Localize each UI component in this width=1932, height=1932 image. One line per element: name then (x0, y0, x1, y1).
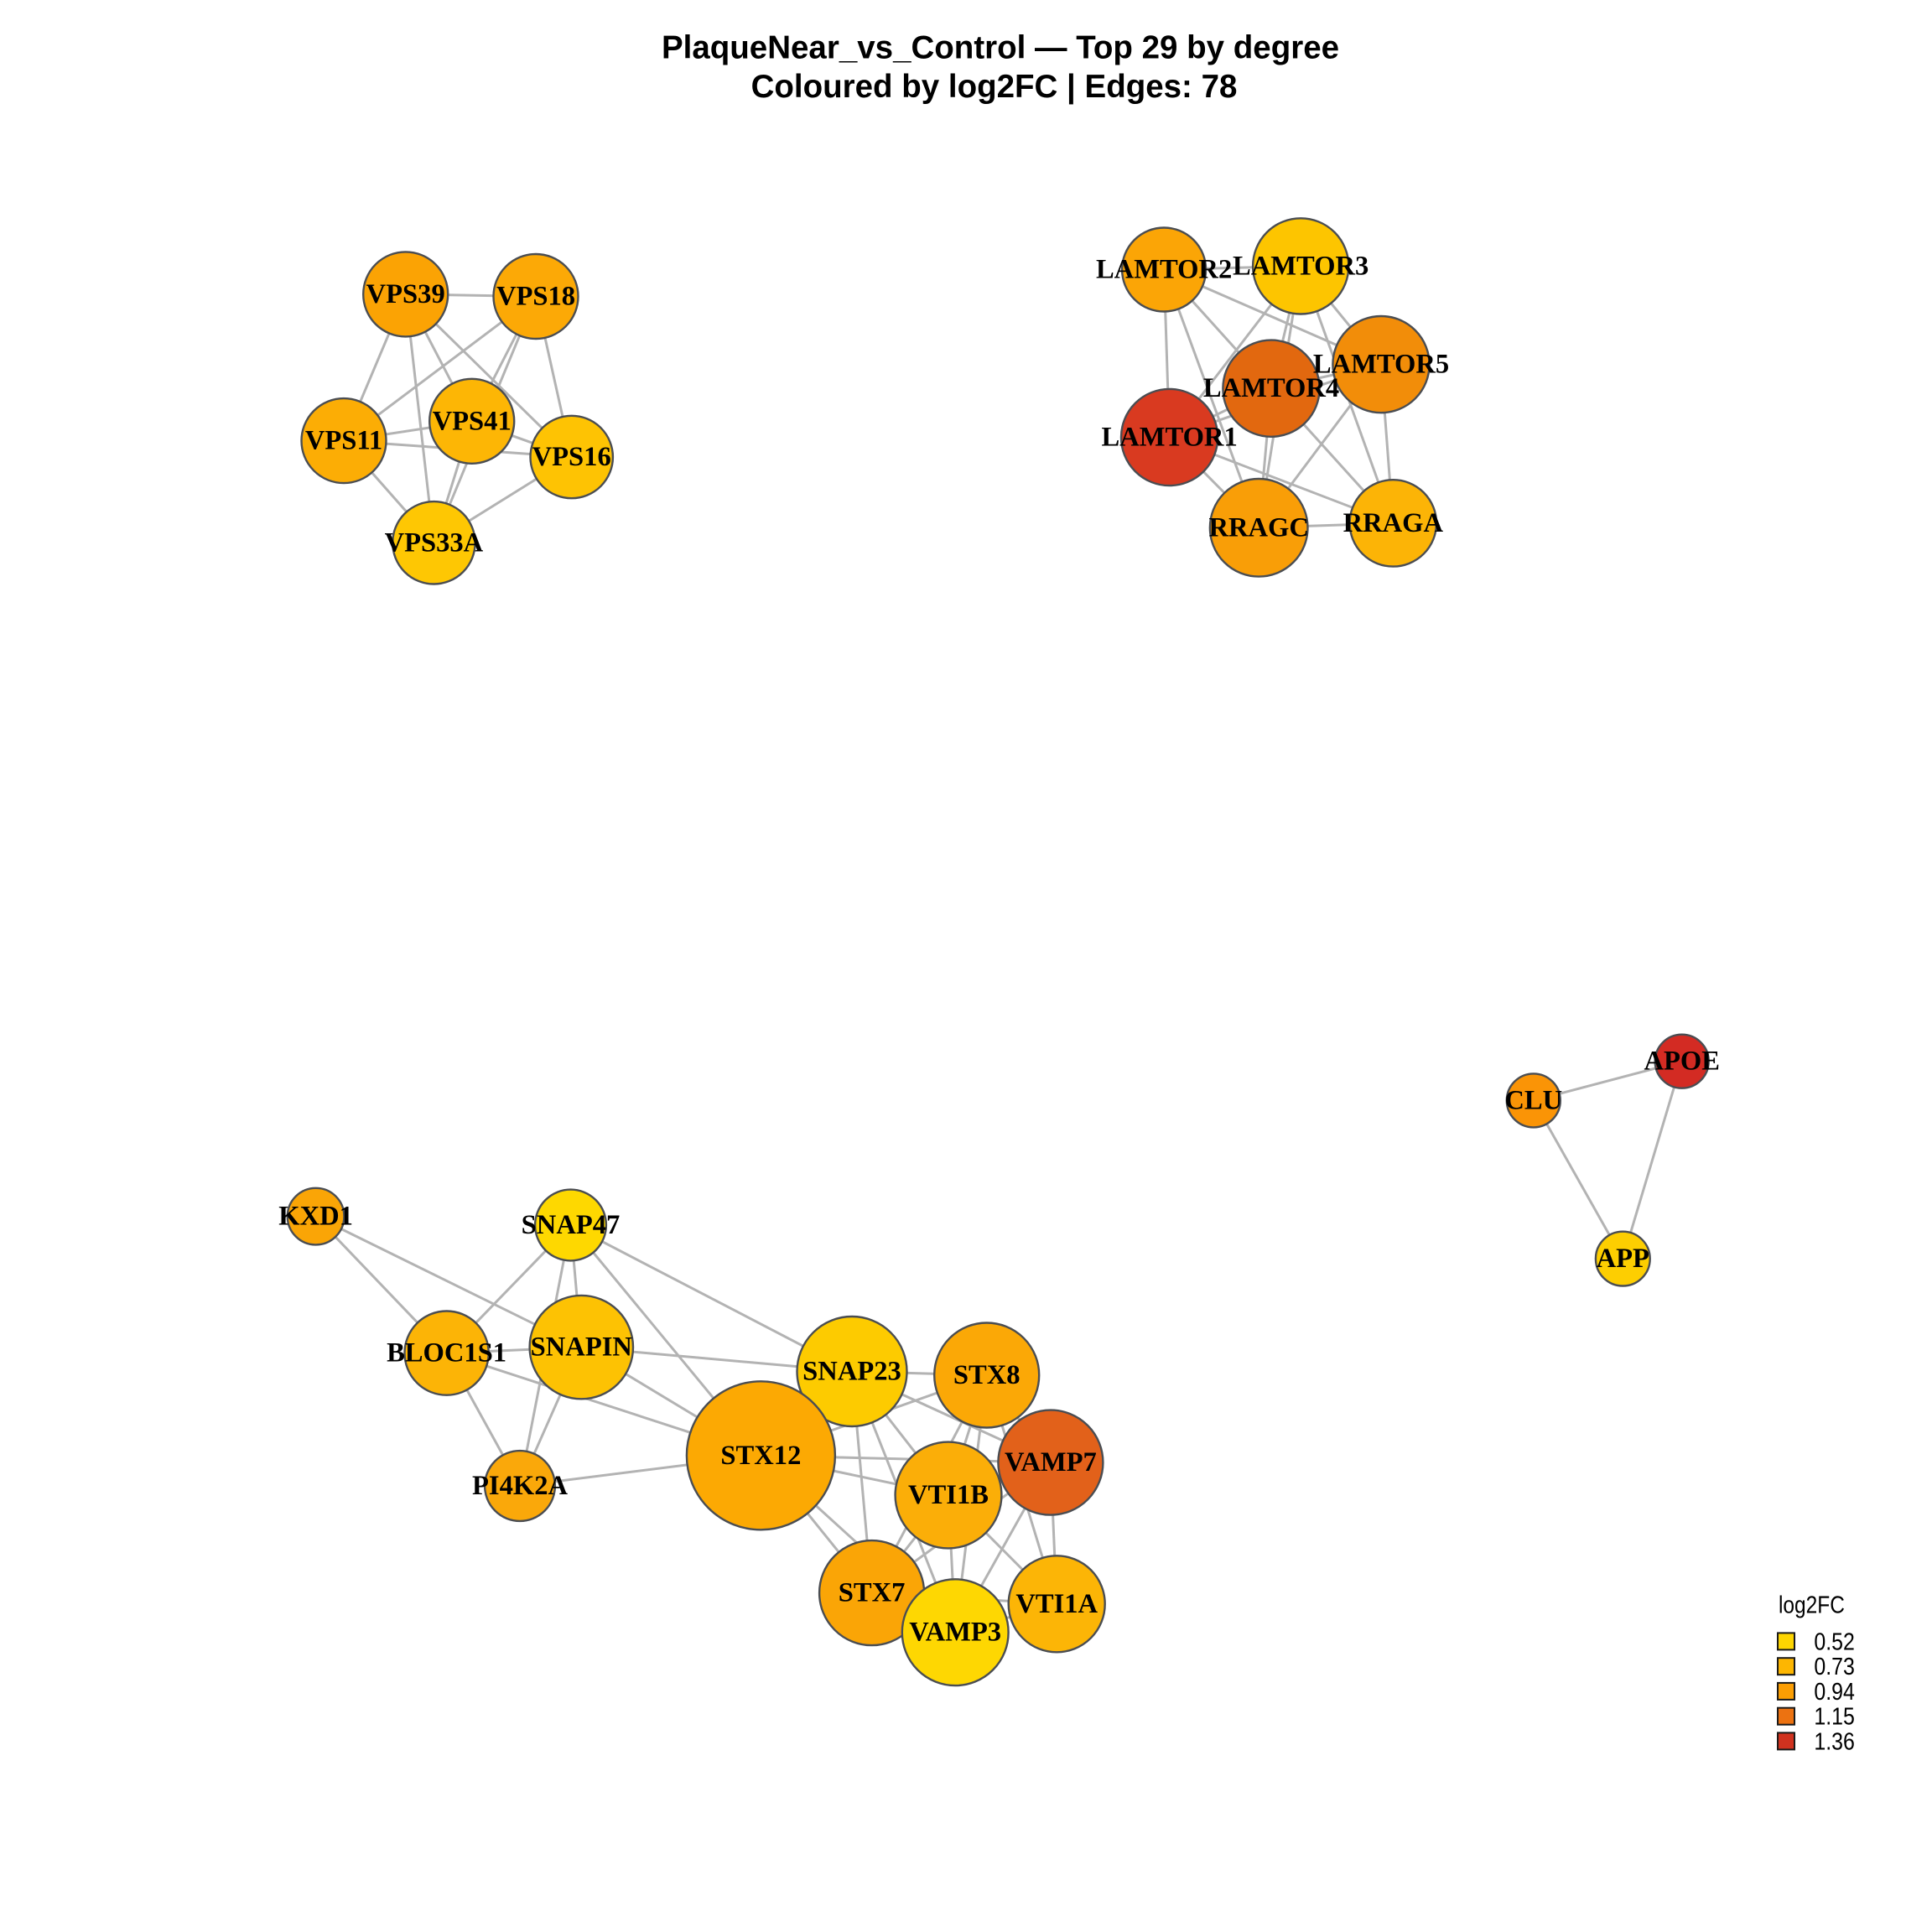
svg-text:LAMTOR4: LAMTOR4 (1203, 373, 1339, 403)
svg-text:VAMP7: VAMP7 (1005, 1447, 1097, 1478)
svg-text:0.73: 0.73 (1814, 1654, 1855, 1680)
svg-text:KXD1: KXD1 (278, 1202, 353, 1232)
svg-text:APOE: APOE (1644, 1046, 1720, 1077)
svg-text:STX7: STX7 (839, 1578, 906, 1608)
svg-text:SNAP23: SNAP23 (802, 1357, 901, 1387)
svg-text:VPS33A: VPS33A (385, 527, 484, 558)
svg-text:CLU: CLU (1504, 1085, 1562, 1115)
svg-text:VPS41: VPS41 (433, 406, 512, 436)
svg-text:VTI1A: VTI1A (1015, 1589, 1098, 1619)
svg-text:VPS16: VPS16 (532, 442, 611, 472)
svg-text:LAMTOR5: LAMTOR5 (1313, 350, 1449, 380)
svg-text:SNAPIN: SNAPIN (531, 1332, 633, 1363)
svg-text:STX8: STX8 (953, 1360, 1021, 1390)
svg-text:RRAGA: RRAGA (1343, 508, 1444, 538)
svg-text:APP: APP (1597, 1244, 1649, 1274)
svg-text:VTI1B: VTI1B (908, 1480, 989, 1510)
svg-text:0.94: 0.94 (1814, 1679, 1855, 1706)
svg-text:1.36: 1.36 (1814, 1728, 1855, 1755)
svg-text:LAMTOR1: LAMTOR1 (1101, 423, 1237, 453)
svg-text:VPS18: VPS18 (496, 282, 575, 312)
svg-text:Coloured by log2FC | Edges: 78: Coloured by log2FC | Edges: 78 (751, 69, 1238, 105)
svg-text:1.15: 1.15 (1814, 1704, 1855, 1731)
svg-text:VPS39: VPS39 (366, 279, 445, 309)
svg-text:LAMTOR3: LAMTOR3 (1233, 251, 1368, 281)
svg-text:PlaqueNear_vs_Control — Top 29: PlaqueNear_vs_Control — Top 29 by degree (662, 30, 1339, 66)
svg-text:log2FC: log2FC (1779, 1592, 1845, 1619)
svg-text:VPS11: VPS11 (305, 426, 382, 456)
svg-text:VAMP3: VAMP3 (909, 1618, 1001, 1648)
svg-text:PI4K2A: PI4K2A (472, 1471, 568, 1501)
svg-text:STX12: STX12 (720, 1441, 801, 1471)
svg-text:RRAGC: RRAGC (1208, 512, 1308, 543)
svg-text:0.52: 0.52 (1814, 1628, 1855, 1655)
svg-text:LAMTOR2: LAMTOR2 (1096, 255, 1232, 285)
svg-text:BLOC1S1: BLOC1S1 (387, 1338, 506, 1368)
svg-text:SNAP47: SNAP47 (522, 1210, 621, 1240)
